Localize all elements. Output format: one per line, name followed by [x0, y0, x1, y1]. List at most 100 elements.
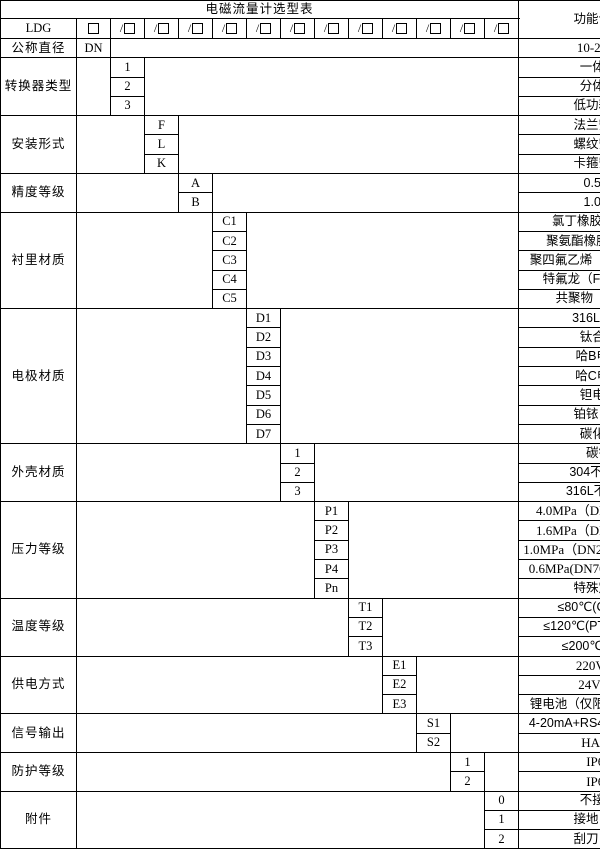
code-cell: 2	[111, 77, 145, 96]
spacer-right	[247, 212, 519, 308]
square-box-icon	[362, 23, 373, 34]
code-box-plain[interactable]	[77, 19, 111, 39]
code-cell: D1	[247, 309, 281, 328]
description-cell: HART	[519, 733, 600, 752]
table-row: 附件0不接地	[1, 791, 600, 810]
category-label-3: 精度等级	[1, 174, 77, 213]
code-box-slash[interactable]: /	[111, 19, 145, 38]
square-box-icon	[430, 23, 441, 34]
square-box-icon	[88, 23, 99, 34]
description-cell: 分体式	[519, 77, 600, 96]
code-cell: 1	[111, 58, 145, 77]
code-cell: C2	[213, 231, 247, 250]
code-cell: 1	[485, 810, 519, 829]
category-label-10: 信号输出	[1, 714, 77, 753]
code-cell: 2	[485, 830, 519, 849]
description-cell: IP68	[519, 772, 600, 791]
description-cell: 钽电极	[519, 386, 600, 405]
code-cell: P2	[315, 521, 349, 540]
code-box-slash[interactable]: /	[383, 19, 417, 38]
code-cell: 1	[451, 752, 485, 771]
description-cell: 10-2000	[519, 39, 600, 58]
code-box-slash[interactable]: /	[179, 19, 213, 38]
code-cell: D2	[247, 328, 281, 347]
code-cell: 2	[281, 463, 315, 482]
spacer-left	[77, 502, 315, 598]
code-box-slash[interactable]: /	[213, 19, 247, 38]
code-cell: C4	[213, 270, 247, 289]
description-cell: 碳钢	[519, 444, 600, 463]
code-box-slash[interactable]: /	[349, 19, 383, 38]
selection-table-sheet: 电磁流量计选型表功能说明LDG////////////公称直径DN10-2000…	[0, 0, 600, 716]
function-column-header: 功能说明	[519, 1, 600, 39]
code-box-slash[interactable]: /	[145, 19, 179, 38]
square-box-icon	[294, 23, 305, 34]
description-cell: 特殊定制	[519, 579, 600, 598]
spacer-right	[349, 502, 519, 598]
spacer-left	[77, 58, 111, 116]
description-cell: 316L电极	[519, 309, 600, 328]
code-box-slash[interactable]: /	[485, 19, 518, 38]
description-cell: 不接地	[519, 791, 600, 810]
code-cell: P1	[315, 502, 349, 521]
code-cell: C1	[213, 212, 247, 231]
description-cell: 氯丁橡胶（CR）	[519, 212, 600, 231]
category-label-9: 供电方式	[1, 656, 77, 714]
category-label-11: 防护等级	[1, 752, 77, 791]
description-cell: 220VAC	[519, 656, 600, 675]
spacer-left	[77, 116, 145, 174]
spacer-right	[417, 656, 519, 714]
spacer-right	[145, 58, 519, 116]
spacer-right	[451, 714, 519, 753]
code-cell: D5	[247, 386, 281, 405]
code-cell: P4	[315, 560, 349, 579]
spacer-right	[315, 444, 519, 502]
description-cell: 316L不锈钢	[519, 482, 600, 501]
square-box-icon	[192, 23, 203, 34]
square-box-icon	[260, 23, 271, 34]
spacer-left	[77, 444, 281, 502]
code-cell: 2	[451, 772, 485, 791]
description-cell: 锂电池（仅限低功耗式）	[519, 695, 600, 714]
code-box-slash[interactable]: /	[247, 19, 281, 38]
code-cell: C3	[213, 251, 247, 270]
code-cell: L	[145, 135, 179, 154]
category-label-6: 外壳材质	[1, 444, 77, 502]
description-cell: 接地电极	[519, 810, 600, 829]
code-box-slash[interactable]: /	[417, 19, 451, 38]
spacer-right	[111, 39, 519, 58]
description-cell: IP65	[519, 752, 600, 771]
code-box-slash[interactable]: /	[451, 19, 485, 38]
table-row: 转换器类型1一体式	[1, 58, 600, 77]
description-cell: 0.5级	[519, 174, 600, 193]
square-box-icon	[158, 23, 169, 34]
code-cell: E1	[383, 656, 417, 675]
spacer-left	[77, 752, 451, 791]
code-cell: 3	[281, 482, 315, 501]
description-cell: 碳化钨	[519, 424, 600, 443]
table-row: 供电方式E1220VAC	[1, 656, 600, 675]
code-box-slash[interactable]: /	[315, 19, 349, 38]
code-cell: E2	[383, 675, 417, 694]
code-cell: E3	[383, 695, 417, 714]
code-box-slash[interactable]: /	[281, 19, 315, 38]
code-cell: Pn	[315, 579, 349, 598]
code-cell: T1	[349, 598, 383, 617]
square-box-icon	[124, 23, 135, 34]
description-cell: 钛合金	[519, 328, 600, 347]
code-cell: D7	[247, 424, 281, 443]
code-cell: B	[179, 193, 213, 212]
model-code-row: LDG////////////	[1, 19, 600, 39]
table-row: 外壳材质1碳钢	[1, 444, 600, 463]
code-box-slash-group[interactable]: ////////////	[111, 19, 519, 39]
description-cell: 卡箍安装	[519, 154, 600, 173]
category-label-4: 衬里材质	[1, 212, 77, 308]
spacer-right	[281, 309, 519, 444]
code-cell: 1	[281, 444, 315, 463]
description-cell: 一体式	[519, 58, 600, 77]
description-cell: 1.6MPa（DN15~150）	[519, 521, 600, 540]
